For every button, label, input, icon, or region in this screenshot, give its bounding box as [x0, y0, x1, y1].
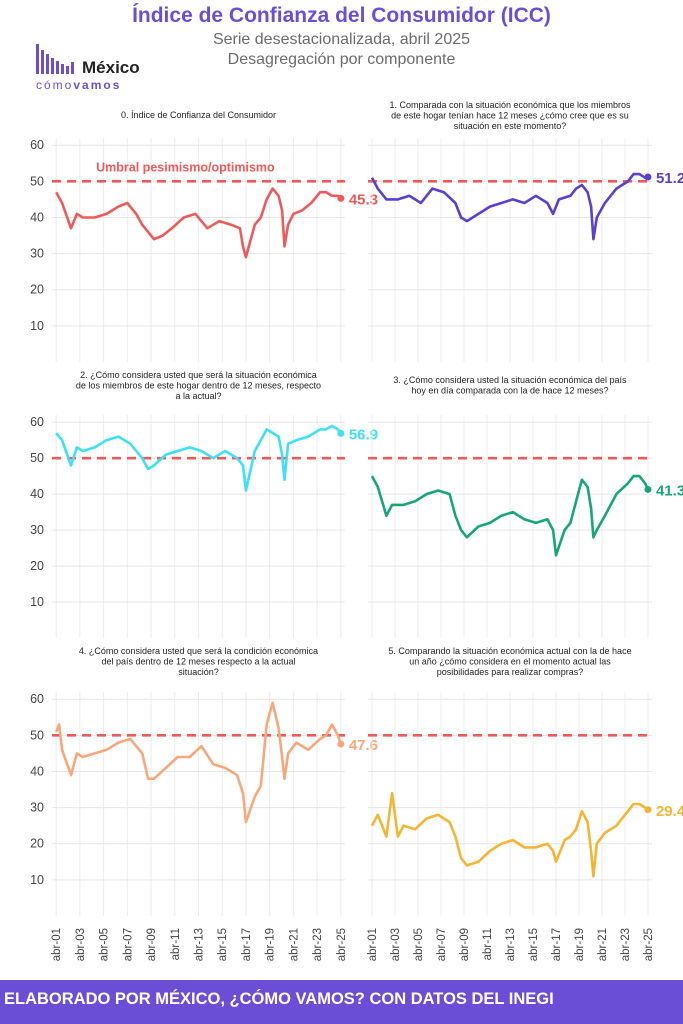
- y-tick-label: 20: [30, 283, 44, 297]
- x-tick-label: abr-07: [436, 928, 448, 961]
- panel-title: 3. ¿Cómo considera usted la situación ec…: [393, 375, 627, 396]
- x-tick-label: abr-09: [459, 928, 471, 961]
- y-tick-label: 10: [30, 873, 44, 887]
- x-tick-label: abr-17: [241, 928, 253, 961]
- x-tick-label: abr-25: [336, 928, 348, 961]
- y-tick-label: 30: [30, 247, 44, 261]
- end-value-label: 29.4: [656, 803, 683, 820]
- series-line: [55, 187, 342, 259]
- y-tick-label: 20: [30, 837, 44, 851]
- x-tick-label: abr-13: [194, 928, 206, 961]
- x-tick-label: abr-21: [597, 928, 609, 961]
- panel-title: 2. ¿Cómo considera usted que será la sit…: [76, 370, 321, 401]
- subtitle-breakdown: Desagregación por componente: [227, 51, 456, 68]
- x-tick-label: abr-19: [574, 928, 586, 961]
- y-tick-label: 60: [30, 692, 44, 706]
- panel-1: 1. Comparada con la situación económica …: [368, 100, 683, 362]
- x-tick-label: abr-09: [146, 928, 158, 961]
- footer-credit: ELABORADO POR MÉXICO, ¿CÓMO VAMOS? CON D…: [4, 990, 554, 1008]
- logo-word: México: [82, 58, 140, 77]
- y-tick-label: 30: [30, 801, 44, 815]
- series-line: [370, 474, 650, 557]
- x-tick-label: abr-13: [505, 928, 517, 961]
- series-line: [54, 701, 343, 824]
- y-tick-label: 30: [30, 523, 44, 537]
- series-end-point: [337, 429, 345, 437]
- y-tick-label: 20: [30, 559, 44, 573]
- series-end-point: [644, 806, 652, 814]
- x-tick-label: abr-11: [482, 928, 494, 960]
- end-value-label: 45.3: [349, 191, 378, 208]
- y-tick-label: 50: [30, 728, 44, 742]
- x-tick-label: abr-23: [312, 928, 324, 961]
- panel-0: 0. Índice de Confianza del Consumidor 10 2…: [30, 110, 378, 362]
- series-line: [370, 791, 649, 878]
- x-tick-label: abr-03: [75, 928, 87, 961]
- x-tick-label: abr-11: [170, 928, 182, 960]
- y-tick-label: 10: [30, 319, 44, 333]
- panel-title: 4. ¿Cómo considera usted que será la con…: [79, 646, 318, 677]
- end-value-label: 47.6: [349, 737, 378, 754]
- series-end-point: [337, 194, 345, 202]
- logo-subtext: cómovamos: [36, 78, 122, 92]
- end-value-label: 56.9: [349, 426, 378, 443]
- y-tick-label: 60: [30, 415, 44, 429]
- x-tick-label: abr-03: [390, 928, 402, 961]
- x-tick-label: abr-15: [217, 928, 229, 961]
- y-tick-label: 50: [30, 174, 44, 188]
- x-tick-label: abr-23: [620, 928, 632, 961]
- page-title: Índice de Confianza del Consumidor (ICC): [132, 4, 551, 27]
- y-tick-label: 60: [30, 138, 44, 152]
- panel-title: 1. Comparada con la situación económica …: [389, 100, 631, 131]
- y-tick-label: 40: [30, 210, 44, 224]
- mexico-como-vamos-logo: México cómovamos: [36, 40, 156, 92]
- y-tick-label: 10: [30, 595, 44, 609]
- panel-title: 5. Comparando la situación económica act…: [388, 646, 631, 677]
- series-line: [55, 424, 342, 492]
- series-end-point: [644, 485, 652, 493]
- x-tick-label: abr-25: [643, 928, 655, 961]
- x-tick-label: abr-19: [265, 928, 277, 961]
- x-tick-label: abr-01: [51, 928, 63, 961]
- panel-4: 4. ¿Cómo considera usted que será la con…: [30, 646, 378, 961]
- x-tick-label: abr-05: [99, 928, 111, 961]
- series-end-point: [337, 740, 345, 748]
- series-end-point: [644, 173, 652, 181]
- y-tick-label: 40: [30, 487, 44, 501]
- subtitle-series: Serie desestacionalizada, abril 2025: [212, 31, 471, 48]
- threshold-label: Umbral pesimismo/optimismo: [96, 160, 275, 174]
- y-tick-label: 40: [30, 764, 44, 778]
- panel-2: 2. ¿Cómo considera usted que será la sit…: [30, 370, 378, 638]
- x-tick-label: abr-21: [288, 928, 300, 961]
- x-tick-label: abr-01: [367, 928, 379, 961]
- end-value-label: 41.3: [656, 482, 683, 499]
- icc-small-multiples-chart: 0. Índice de Confianza del Consumidor 10 2…: [30, 100, 683, 961]
- panel-title: 0. Índice de Confianza del Consumidor: [121, 110, 276, 120]
- x-tick-label: abr-15: [528, 928, 540, 961]
- panel-5: 5. Comparando la situación económica act…: [367, 646, 683, 961]
- x-tick-label: abr-05: [413, 928, 425, 961]
- panel-3: 3. ¿Cómo considera usted la situación ec…: [368, 375, 683, 638]
- end-value-label: 51.2: [656, 170, 683, 187]
- series-line: [370, 172, 649, 241]
- x-tick-label: abr-17: [551, 928, 563, 961]
- x-tick-label: abr-07: [122, 928, 134, 961]
- y-tick-label: 50: [30, 451, 44, 465]
- footer-banner: ELABORADO POR MÉXICO, ¿CÓMO VAMOS? CON D…: [0, 980, 683, 1024]
